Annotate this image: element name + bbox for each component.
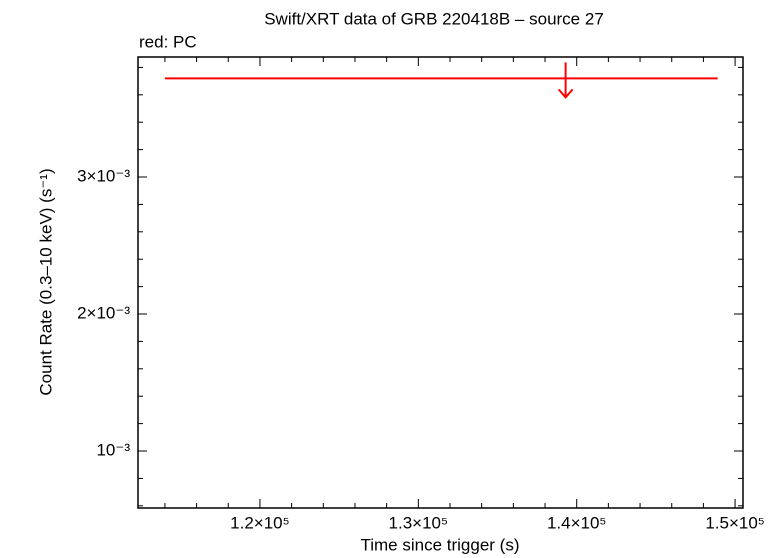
x-axis-label: Time since trigger (s): [360, 535, 519, 554]
annotation: red: PC: [139, 32, 197, 51]
y-tick-label: 10⁻³: [96, 440, 130, 459]
y-tick-label: 3×10⁻³: [77, 166, 130, 185]
y-axis-label: Count Rate (0.3–10 keV) (s⁻¹): [36, 168, 55, 395]
upper-limit-arrow: [557, 62, 574, 99]
y-tick-label: 2×10⁻³: [77, 303, 130, 322]
x-tick-label: 1.3×10⁵: [389, 513, 449, 532]
x-tick-label: 1.4×10⁵: [547, 513, 607, 532]
x-tick-label: 1.5×10⁵: [705, 513, 765, 532]
x-tick-label: 1.2×10⁵: [230, 513, 290, 532]
plot-frame: [137, 56, 744, 509]
chart-title: Swift/XRT data of GRB 220418B – source 2…: [264, 9, 604, 28]
